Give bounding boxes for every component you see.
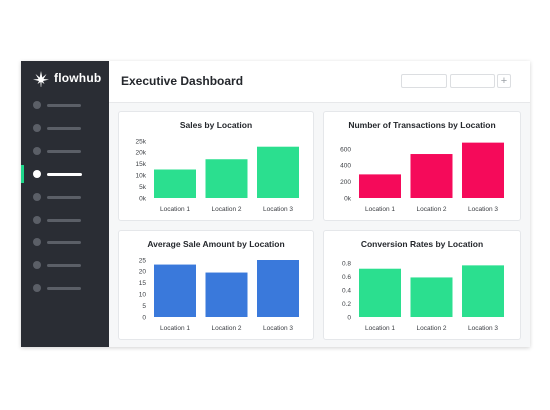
nav-dot-icon — [33, 261, 41, 270]
card-title: Sales by Location — [179, 120, 253, 130]
date-range-input[interactable] — [401, 74, 447, 88]
nav-dot-icon — [33, 169, 41, 178]
nav-dot-icon — [33, 284, 41, 293]
x-tick-label: Location 2 — [417, 206, 447, 213]
sidebar-item-1[interactable] — [33, 99, 103, 111]
bar-location-2[interactable] — [205, 272, 248, 317]
app-window: flowhub Executive Dashboard + Sales by L… — [21, 61, 530, 347]
y-tick-label: 10k — [136, 173, 147, 180]
y-tick-label: 25 — [139, 257, 147, 264]
sidebar-item-label-placeholder — [47, 264, 81, 268]
bar-location-2[interactable] — [410, 277, 453, 317]
y-tick-label: 25k — [136, 138, 147, 145]
transactions-by-location-card: Number of Transactions by Location 0k 200… — [323, 111, 521, 221]
cannabis-leaf-icon — [33, 71, 49, 87]
card-title: Conversion Rates by Location — [360, 239, 484, 249]
sidebar-item-label-placeholder — [47, 104, 81, 107]
sidebar-item-2[interactable] — [33, 122, 103, 134]
x-tick-label: Location 3 — [263, 206, 293, 213]
conversion-rates-card: Conversion Rates by Location 0 0.2 0.4 0.6 0… — [323, 230, 521, 340]
bar-location-1[interactable] — [359, 174, 401, 198]
sidebar-item-label-placeholder — [47, 241, 81, 245]
x-tick-label: Location 2 — [212, 325, 242, 332]
y-tick-label: 0k — [139, 195, 147, 202]
nav-dot-icon — [33, 146, 41, 155]
card-title: Average Sale Amount by Location — [147, 239, 285, 249]
sidebar-item-9[interactable] — [33, 282, 103, 294]
y-tick-label: 0.6 — [342, 274, 351, 281]
x-tick-label: Location 2 — [417, 325, 447, 332]
x-tick-label: Location 2 — [212, 206, 242, 213]
x-tick-label: Location 3 — [263, 325, 293, 332]
x-tick-label: Location 1 — [365, 325, 395, 332]
sidebar-item-label-placeholder — [47, 195, 81, 199]
add-widget-button[interactable]: + — [497, 74, 511, 88]
y-tick-label: 0.2 — [342, 301, 351, 308]
sidebar: flowhub — [21, 61, 109, 347]
y-tick-label: 10 — [139, 292, 147, 299]
bar-location-1[interactable] — [154, 264, 196, 317]
bar-location-3[interactable] — [257, 260, 299, 317]
sales-by-location-card: Sales by Location 0k 5k 10k 15k 20k 25k Locati… — [118, 111, 314, 221]
y-tick-label: 400 — [340, 163, 351, 170]
active-nav-indicator — [21, 165, 24, 183]
nav-dot-icon — [33, 215, 41, 224]
sidebar-item-label-placeholder — [47, 149, 81, 153]
y-tick-label: 20 — [139, 269, 147, 276]
x-tick-label: Location 3 — [468, 206, 498, 213]
card-title: Number of Transactions by Location — [348, 120, 496, 130]
average-sale-chart: 0 5 10 15 20 25 Location 1 Location 2 Location 3 — [139, 257, 299, 332]
location-filter-input[interactable] — [450, 74, 495, 88]
nav-dot-icon — [33, 101, 41, 109]
y-tick-label: 200 — [340, 179, 351, 186]
sidebar-item-label-placeholder — [47, 126, 81, 130]
x-tick-label: Location 1 — [160, 206, 190, 213]
header: Executive Dashboard + — [109, 61, 530, 103]
nav-dot-icon — [33, 123, 41, 132]
sidebar-item-7[interactable] — [33, 236, 103, 248]
y-tick-label: 15k — [136, 161, 147, 168]
x-tick-label: Location 3 — [468, 325, 498, 332]
sidebar-item-6[interactable] — [33, 214, 103, 226]
brand-name: flowhub — [54, 71, 102, 85]
sidebar-item-label-placeholder — [47, 218, 81, 222]
bar-location-2[interactable] — [410, 154, 453, 198]
transactions-chart: 0k 200 400 600 Location 1 Location 2 Location … — [340, 142, 504, 213]
bar-location-2[interactable] — [205, 159, 248, 198]
average-sale-card: Average Sale Amount by Location 0 5 10 15 20… — [118, 230, 314, 340]
nav-dot-icon — [33, 238, 41, 247]
sidebar-item-label-placeholder — [47, 172, 82, 176]
page-title: Executive Dashboard — [121, 74, 244, 88]
bar-location-1[interactable] — [154, 169, 196, 199]
y-tick-label: 0 — [142, 314, 146, 321]
y-tick-label: 5k — [139, 184, 147, 191]
y-tick-label: 0.8 — [342, 261, 351, 268]
nav-dot-icon — [33, 192, 41, 201]
y-tick-label: 600 — [340, 146, 351, 153]
bar-location-3[interactable] — [257, 146, 299, 198]
conversion-rates-chart: 0 0.2 0.4 0.6 0.8 Location 1 Location 2 Locatio… — [342, 261, 504, 332]
y-tick-label: 0 — [347, 314, 351, 321]
sales-chart: 0k 5k 10k 15k 20k 25k Location 1 Location 2 Loca… — [136, 138, 299, 213]
sidebar-item-5[interactable] — [33, 191, 103, 203]
y-tick-label: 20k — [136, 150, 147, 157]
y-tick-label: 0k — [344, 195, 352, 202]
bar-location-3[interactable] — [462, 265, 504, 317]
y-tick-label: 0.4 — [342, 287, 351, 294]
y-tick-label: 5 — [142, 303, 146, 310]
x-tick-label: Location 1 — [365, 206, 395, 213]
sidebar-item-3[interactable] — [33, 145, 103, 157]
bar-location-3[interactable] — [462, 142, 504, 198]
sidebar-item-8[interactable] — [33, 259, 103, 271]
y-tick-label: 15 — [139, 280, 147, 287]
sidebar-item-label-placeholder — [47, 287, 81, 291]
x-tick-label: Location 1 — [160, 325, 190, 332]
logo[interactable]: flowhub — [32, 70, 108, 90]
bar-location-1[interactable] — [359, 268, 401, 317]
sidebar-item-4[interactable] — [33, 168, 103, 180]
